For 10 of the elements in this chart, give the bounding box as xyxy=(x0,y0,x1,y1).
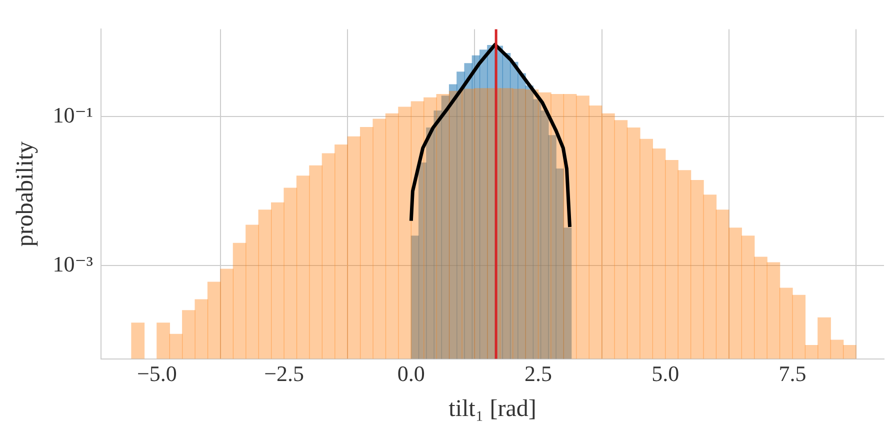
x-tick-label: 0.0 xyxy=(397,360,425,386)
x-tick-label: −5.0 xyxy=(136,360,177,386)
y-axis-title: probability xyxy=(12,141,39,247)
x-tick-label: 5.0 xyxy=(652,360,680,386)
x-tick-label: 7.5 xyxy=(778,360,806,386)
x-tick-label: −2.5 xyxy=(264,360,304,386)
y-tick-label: 10⁻¹ xyxy=(52,102,94,128)
y-tick-label: 10⁻³ xyxy=(52,251,94,276)
x-tick-label: 2.5 xyxy=(524,360,552,386)
x-axis-title: tilt₁ [rad] xyxy=(448,396,536,422)
